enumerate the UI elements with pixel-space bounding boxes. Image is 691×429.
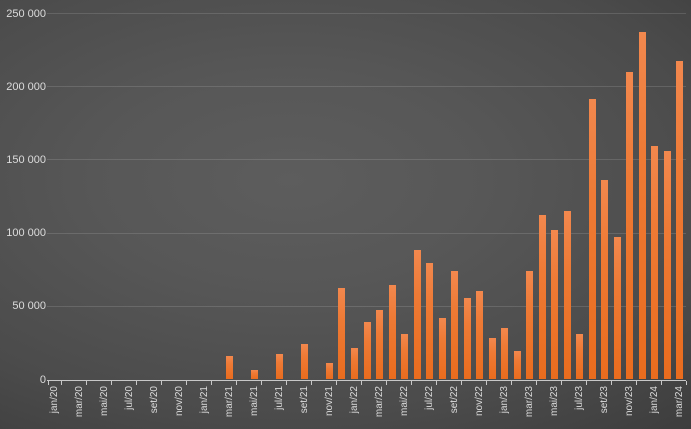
gridline [47,13,686,14]
x-axis-tick-label: mar/22 [374,386,385,418]
bar [601,180,609,379]
axis-tick [511,381,512,385]
bar [663,151,671,379]
y-axis-tick-label: 50 000 [12,300,46,313]
x-axis-tick-label: mai/21 [248,386,260,417]
x-axis-tick-label: jul/22 [424,386,436,410]
x-axis-tick-label: set/22 [449,386,461,414]
x-axis-tick-label: mar/21 [223,386,235,418]
bar [426,263,434,379]
bar [676,61,684,379]
x-axis-tick-label: nov/22 [474,386,486,417]
x-axis-tick-label: mai/22 [399,386,411,417]
axis-tick [386,381,387,385]
bar [488,338,496,379]
y-axis-tick-label: 150 000 [6,153,46,166]
axis-tick [136,381,137,385]
x-axis-tick-label: set/23 [599,386,611,414]
bar [513,351,521,379]
x-axis-tick-label: set/21 [298,386,310,414]
bar [300,344,308,379]
axis-tick [561,381,562,385]
x-axis-tick-label: set/20 [148,386,160,414]
axis-tick [486,381,487,385]
bar [526,271,534,379]
bar [476,291,484,379]
y-axis-tick-label: 200 000 [6,80,46,93]
bar [576,334,584,379]
axis-tick [311,381,312,385]
axis-tick [111,381,112,385]
axis-tick [586,381,587,385]
bar [613,237,621,379]
bar [275,354,283,379]
y-axis-tick-label: 100 000 [6,227,46,240]
x-axis-tick-label: nov/23 [624,386,636,417]
axis-tick [48,381,49,385]
bar [325,363,333,379]
x-axis-tick-label: nov/21 [323,386,335,417]
axis-tick [461,381,462,385]
axis-tick [636,381,637,385]
axis-tick [661,381,662,385]
bar [413,250,421,379]
bar [438,318,446,379]
x-axis-tick-label: mai/20 [98,386,110,417]
gridline [47,232,686,234]
axis-tick [186,381,187,385]
axis-tick [536,381,537,385]
bar [376,310,383,379]
bar [388,285,396,379]
bar [363,322,371,379]
x-axis-tick-label: jan/23 [499,386,511,414]
bar [626,72,634,379]
axis-tick [236,381,237,385]
bar [563,211,571,379]
axis-tick [361,381,362,385]
axis-tick [161,381,162,385]
axis-tick [411,381,412,385]
axis-tick [61,381,62,385]
axis-tick [211,381,212,385]
gridline [47,305,686,307]
x-axis-line [47,380,686,381]
axis-tick [611,381,612,385]
bar [588,99,596,379]
bar [451,271,459,379]
x-axis-tick-label: mai/23 [549,386,561,417]
x-axis-tick-label: nov/20 [173,386,185,417]
bar [350,348,358,379]
bar [250,370,258,379]
y-axis-tick-label: 250 000 [6,7,46,20]
x-axis-tick-label: jul/20 [123,386,135,410]
x-axis-tick-label: mar/24 [674,386,686,418]
x-axis-tick-label: mar/23 [524,386,536,418]
x-axis-tick-label: jan/20 [48,386,60,414]
axis-tick [286,381,287,385]
bar [551,230,559,379]
y-axis-tick-label: 0 [39,373,46,386]
x-axis-tick-label: jan/22 [348,386,360,414]
bar [651,146,659,379]
x-axis-tick-label: jan/24 [649,386,661,414]
axis-tick [86,381,87,385]
bar [538,215,546,379]
bar [338,288,346,379]
gridline [47,86,686,88]
gridline [47,159,686,161]
x-axis-tick-label: mar/20 [73,386,85,418]
x-axis-tick-label: jul/21 [273,386,285,410]
axis-tick [336,381,337,385]
bar [401,334,409,379]
bar [501,328,509,379]
x-axis-tick-label: jan/21 [198,386,210,414]
bar [638,32,646,379]
bar [463,298,471,379]
x-axis-tick-label: jul/23 [574,386,586,410]
axis-tick [686,381,687,385]
axis-tick [261,381,262,385]
bar [225,356,233,379]
axis-tick [436,381,437,385]
